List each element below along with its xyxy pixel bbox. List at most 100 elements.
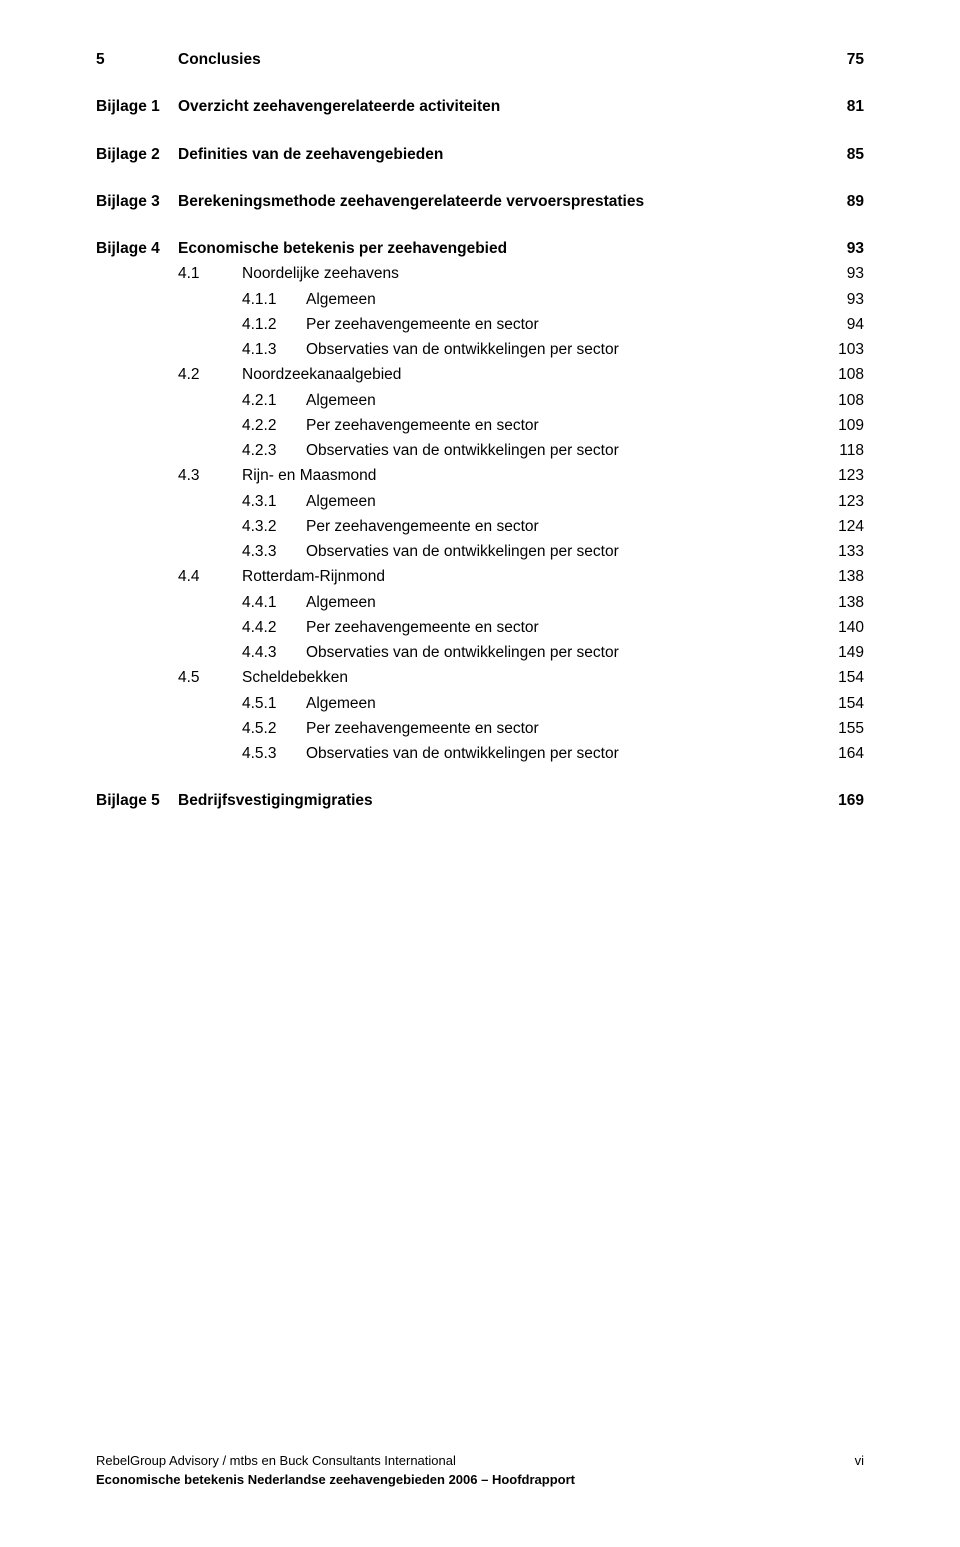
toc-line: Bijlage 4Economische betekenis per zeeha… xyxy=(96,237,864,260)
toc-line: 4.4.1Algemeen138 xyxy=(96,591,864,614)
toc-line: 4.1Noordelijke zeehavens 93 xyxy=(96,262,864,285)
toc-entry-title: Economische betekenis per zeehavengebied xyxy=(178,237,507,260)
toc-line-left: Bijlage 1Overzicht zeehavengerelateerde … xyxy=(96,95,835,118)
toc-entry-title: Per zeehavengemeente en sector xyxy=(306,313,539,336)
toc-line-left: 4.1.3Observaties van de ontwikkelingen p… xyxy=(96,338,826,361)
toc-entry-page: 154 xyxy=(826,666,864,689)
toc-line-left: 4.4.2Per zeehavengemeente en sector xyxy=(96,616,826,639)
toc-entry-number: 4.4.1 xyxy=(242,591,306,614)
toc-line-left: 4.3.3Observaties van de ontwikkelingen p… xyxy=(96,540,826,563)
toc-entry-number: 5 xyxy=(96,48,178,71)
toc-line: 4.4Rotterdam-Rijnmond138 xyxy=(96,565,864,588)
toc-line: 4.5.1Algemeen154 xyxy=(96,692,864,715)
toc-line: 5Conclusies75 xyxy=(96,48,864,71)
toc-entry-page: 81 xyxy=(835,95,864,118)
toc-entry-number: 4.1.1 xyxy=(242,288,306,311)
table-of-contents: 5Conclusies75Bijlage 1Overzicht zeehaven… xyxy=(96,48,864,813)
toc-line-left: Bijlage 3Berekeningsmethode zeehavengere… xyxy=(96,190,835,213)
toc-entry-title: Algemeen xyxy=(306,591,376,614)
toc-entry-number: Bijlage 5 xyxy=(96,789,178,812)
toc-line-left: Bijlage 4Economische betekenis per zeeha… xyxy=(96,237,835,260)
toc-line: 4.3.1Algemeen123 xyxy=(96,490,864,513)
footer-left-text: RebelGroup Advisory / mtbs en Buck Consu… xyxy=(96,1453,456,1468)
toc-entry-page: 154 xyxy=(826,692,864,715)
toc-line-left: 4.4.1Algemeen xyxy=(96,591,826,614)
toc-entry-page: 138 xyxy=(826,565,864,588)
footer-page-number: vi xyxy=(855,1453,864,1468)
toc-line: 4.2.3Observaties van de ontwikkelingen p… xyxy=(96,439,864,462)
toc-entry-number: Bijlage 3 xyxy=(96,190,178,213)
toc-entry-number: 4.5 xyxy=(178,666,242,689)
toc-entry-number: 4.2.1 xyxy=(242,389,306,412)
toc-entry-page: 85 xyxy=(835,143,864,166)
toc-line-left: 4.1.1Algemeen xyxy=(96,288,835,311)
toc-entry-number: 4.1 xyxy=(178,262,242,285)
toc-line: 4.1.2Per zeehavengemeente en sector 94 xyxy=(96,313,864,336)
toc-entry-page: 149 xyxy=(826,641,864,664)
toc-entry-number: 4.3 xyxy=(178,464,242,487)
toc-entry-number: 4.3.2 xyxy=(242,515,306,538)
toc-line-left: 4.5Scheldebekken xyxy=(96,666,826,689)
toc-entry-number: 4.2.3 xyxy=(242,439,306,462)
toc-entry-title: Observaties van de ontwikkelingen per se… xyxy=(306,540,619,563)
toc-line: 4.5Scheldebekken154 xyxy=(96,666,864,689)
toc-entry-page: 93 xyxy=(835,237,864,260)
toc-entry-page: 138 xyxy=(826,591,864,614)
toc-entry-number: 4.3.1 xyxy=(242,490,306,513)
toc-line-left: 4.5.3Observaties van de ontwikkelingen p… xyxy=(96,742,826,765)
toc-entry-page: 123 xyxy=(826,464,864,487)
toc-entry-title: Per zeehavengemeente en sector xyxy=(306,616,539,639)
toc-line-left: 4.2.3Observaties van de ontwikkelingen p… xyxy=(96,439,827,462)
toc-line-left: 4.2.2Per zeehavengemeente en sector xyxy=(96,414,826,437)
toc-entry-page: 94 xyxy=(835,313,864,336)
toc-line: 4.4.2Per zeehavengemeente en sector140 xyxy=(96,616,864,639)
toc-entry-number: 4.4.2 xyxy=(242,616,306,639)
toc-entry-page: 118 xyxy=(827,439,864,462)
toc-entry-number: 4.2 xyxy=(178,363,242,386)
toc-entry-number: 4.3.3 xyxy=(242,540,306,563)
toc-entry-title: Conclusies xyxy=(178,48,261,71)
toc-entry-number: Bijlage 4 xyxy=(96,237,178,260)
toc-entry-title: Scheldebekken xyxy=(242,666,348,689)
toc-entry-title: Algemeen xyxy=(306,490,376,513)
toc-entry-page: 89 xyxy=(835,190,864,213)
toc-line-left: 4.5.1Algemeen xyxy=(96,692,826,715)
footer-subtitle: Economische betekenis Nederlandse zeehav… xyxy=(96,1472,864,1487)
toc-line-left: 4.2Noordzeekanaalgebied xyxy=(96,363,826,386)
toc-line-left: 4.3.1Algemeen xyxy=(96,490,826,513)
toc-entry-title: Noordelijke zeehavens xyxy=(242,262,399,285)
toc-entry-page: 93 xyxy=(835,262,864,285)
toc-line: Bijlage 1Overzicht zeehavengerelateerde … xyxy=(96,95,864,118)
toc-gap xyxy=(96,215,864,237)
toc-line-left: 4.4Rotterdam-Rijnmond xyxy=(96,565,826,588)
toc-entry-page: 93 xyxy=(835,288,864,311)
toc-entry-number: 4.2.2 xyxy=(242,414,306,437)
toc-line: 4.5.3Observaties van de ontwikkelingen p… xyxy=(96,742,864,765)
toc-line: 4.2Noordzeekanaalgebied108 xyxy=(96,363,864,386)
toc-line: 4.3.2Per zeehavengemeente en sector124 xyxy=(96,515,864,538)
toc-line: 4.2.2Per zeehavengemeente en sector109 xyxy=(96,414,864,437)
toc-gap xyxy=(96,168,864,190)
toc-entry-number: Bijlage 1 xyxy=(96,95,178,118)
toc-entry-title: Definities van de zeehavengebieden xyxy=(178,143,443,166)
toc-line-left: 5Conclusies xyxy=(96,48,835,71)
toc-entry-page: 155 xyxy=(826,717,864,740)
toc-entry-title: Observaties van de ontwikkelingen per se… xyxy=(306,742,619,765)
toc-entry-page: 133 xyxy=(826,540,864,563)
toc-line-left: 4.3Rijn- en Maasmond xyxy=(96,464,826,487)
toc-entry-number: Bijlage 2 xyxy=(96,143,178,166)
toc-line-left: Bijlage 5Bedrijfsvestigingmigraties xyxy=(96,789,826,812)
toc-entry-page: 75 xyxy=(835,48,864,71)
toc-line: 4.3Rijn- en Maasmond123 xyxy=(96,464,864,487)
toc-entry-title: Bedrijfsvestigingmigraties xyxy=(178,789,373,812)
toc-entry-title: Overzicht zeehavengerelateerde activitei… xyxy=(178,95,500,118)
toc-line: 4.2.1Algemeen108 xyxy=(96,389,864,412)
toc-entry-title: Algemeen xyxy=(306,692,376,715)
toc-entry-page: 109 xyxy=(826,414,864,437)
toc-entry-number: 4.1.2 xyxy=(242,313,306,336)
toc-entry-title: Noordzeekanaalgebied xyxy=(242,363,401,386)
toc-line-left: 4.3.2Per zeehavengemeente en sector xyxy=(96,515,826,538)
toc-entry-number: 4.1.3 xyxy=(242,338,306,361)
toc-entry-number: 4.4 xyxy=(178,565,242,588)
toc-gap xyxy=(96,73,864,95)
